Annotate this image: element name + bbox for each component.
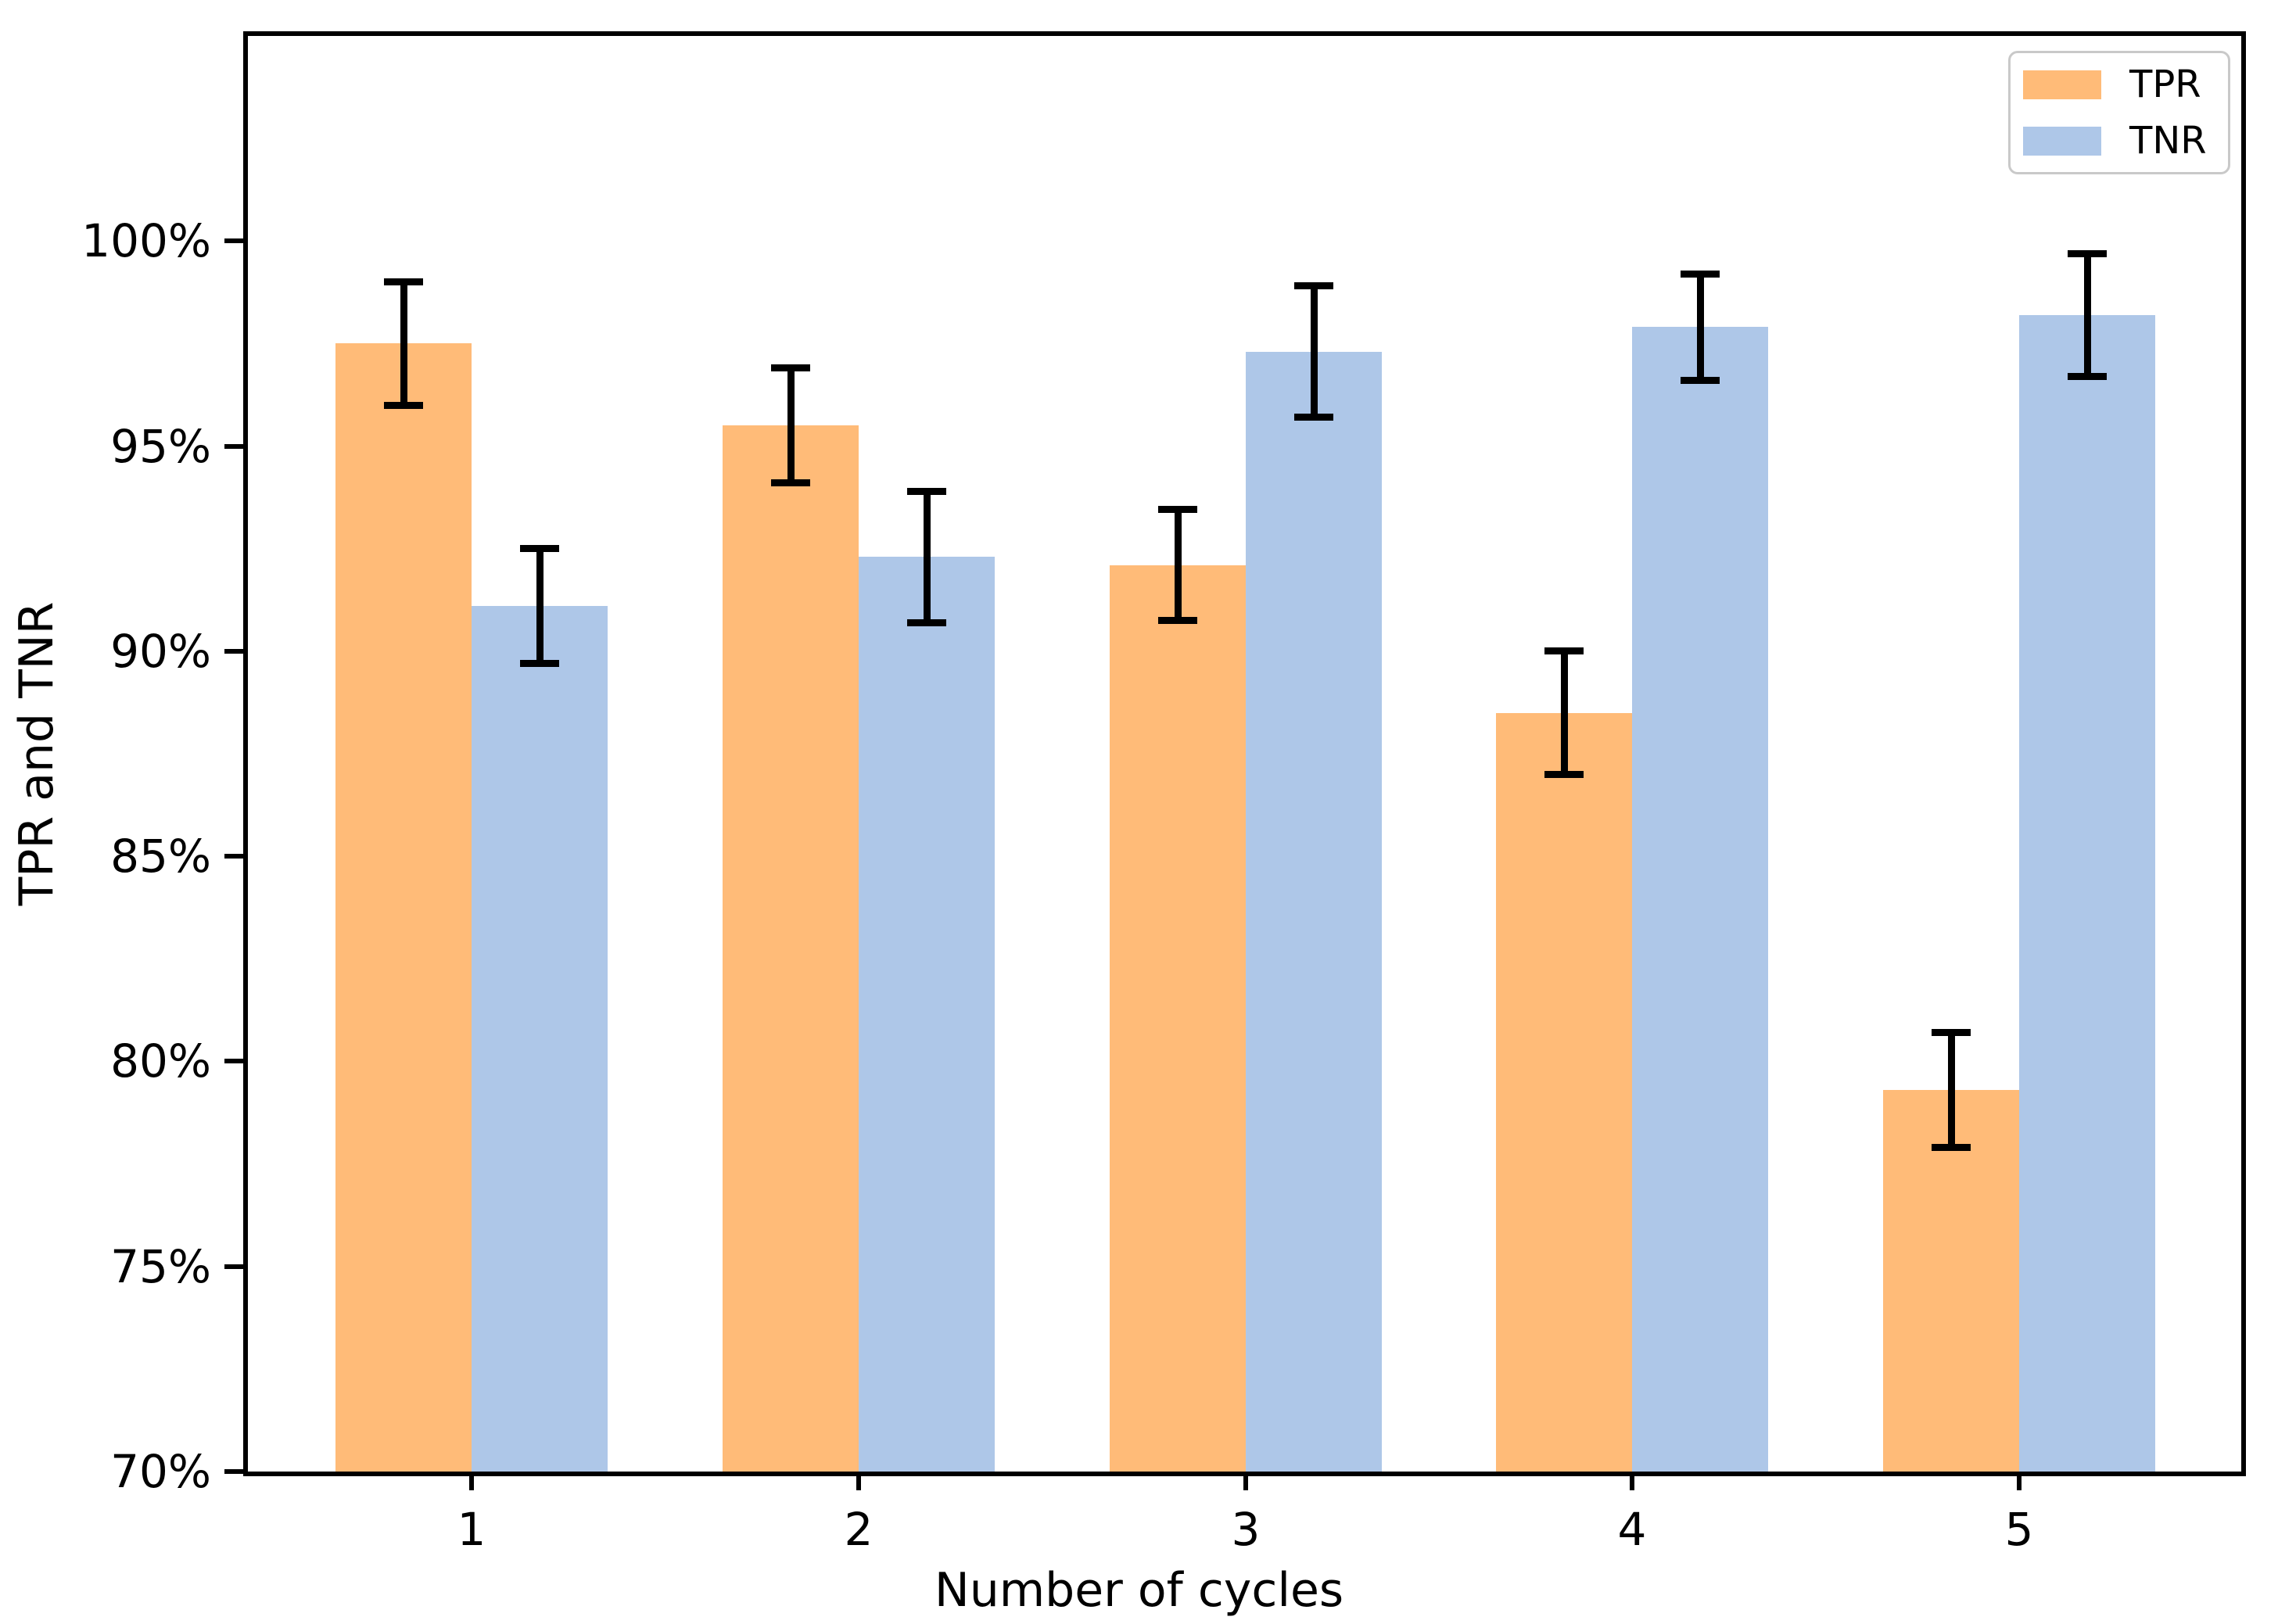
x-tick-label-3: 3 [1231, 1503, 1261, 1556]
error-bar-tnr-cycle-4-stem [1696, 274, 1704, 381]
error-bar-tpr-cycle-4-cap-bottom [1544, 770, 1584, 778]
error-bar-tpr-cycle-1-cap-top [384, 278, 423, 286]
error-bar-tnr-cycle-2-cap-bottom [907, 618, 946, 626]
error-bar-tnr-cycle-3-cap-bottom [1294, 414, 1333, 421]
error-bar-tpr-cycle-3-cap-top [1158, 506, 1197, 514]
error-bar-tnr-cycle-4-cap-bottom [1681, 377, 1720, 385]
y-tick-label-95: 95% [110, 419, 211, 473]
error-bar-tnr-cycle-3-stem [1310, 285, 1318, 418]
y-tick-95 [224, 443, 243, 449]
legend-label-tnr: TNR [2129, 119, 2207, 163]
bar-tnr-cycle-2 [859, 557, 995, 1472]
x-tick-1 [469, 1476, 474, 1490]
y-tick-label-75: 75% [110, 1239, 211, 1293]
tpr-swatch [2023, 70, 2101, 99]
error-bar-tnr-cycle-5-stem [2083, 253, 2091, 377]
error-bar-tpr-cycle-3-stem [1174, 509, 1182, 621]
bar-tnr-cycle-4 [1632, 327, 1768, 1472]
y-tick-100 [224, 238, 243, 244]
tnr-swatch [2023, 126, 2101, 156]
error-bar-tpr-cycle-3-cap-bottom [1158, 617, 1197, 624]
legend-label-tpr: TPR [2129, 63, 2201, 106]
bar-tnr-cycle-3 [1246, 351, 1382, 1472]
error-bar-tnr-cycle-3-cap-top [1294, 282, 1333, 290]
error-bar-tpr-cycle-2-cap-top [771, 364, 810, 372]
error-bar-tnr-cycle-5-cap-top [2068, 249, 2107, 257]
bar-tnr-cycle-5 [2019, 314, 2155, 1472]
y-tick-label-80: 80% [110, 1034, 211, 1088]
legend-item-tpr: TPR [2023, 65, 2215, 104]
error-bar-tpr-cycle-2-stem [787, 367, 795, 483]
error-bar-tpr-cycle-5-cap-bottom [1932, 1144, 1971, 1152]
x-tick-4 [1630, 1476, 1634, 1490]
y-tick-label-90: 90% [110, 624, 211, 678]
error-bar-tpr-cycle-4-stem [1560, 651, 1568, 775]
bar-tpr-cycle-3 [1110, 565, 1246, 1472]
bar-tpr-cycle-1 [335, 343, 472, 1472]
error-bar-tpr-cycle-1-cap-bottom [384, 401, 423, 409]
y-tick-85 [224, 854, 243, 859]
bar-tnr-cycle-1 [472, 606, 608, 1472]
error-bar-tpr-cycle-5-cap-top [1932, 1029, 1971, 1037]
error-bar-tpr-cycle-2-cap-bottom [771, 479, 810, 487]
bar-tpr-cycle-2 [723, 425, 859, 1472]
y-tick-70 [224, 1469, 243, 1474]
y-tick-label-70: 70% [110, 1445, 211, 1498]
y-tick-90 [224, 648, 243, 654]
error-bar-tnr-cycle-2-cap-top [907, 487, 946, 495]
x-tick-label-4: 4 [1617, 1503, 1647, 1556]
error-bar-tpr-cycle-1-stem [400, 281, 407, 406]
error-bar-tpr-cycle-4-cap-top [1544, 647, 1584, 655]
error-bar-tnr-cycle-2-stem [923, 491, 931, 623]
y-tick-80 [224, 1059, 243, 1064]
error-bar-tpr-cycle-5-stem [1947, 1032, 1955, 1148]
plot-area: TPR TNR 70% 75% 80% 85% 90% 95% 100% 1 2 3 4 5 [81, 31, 2246, 1556]
bar-tpr-cycle-4 [1496, 712, 1632, 1472]
y-tick-label-100: 100% [81, 214, 211, 268]
error-bar-tnr-cycle-4-cap-top [1681, 270, 1720, 278]
y-tick-75 [224, 1264, 243, 1269]
error-bar-tnr-cycle-1-cap-top [520, 545, 559, 553]
legend: TPR TNR [2008, 51, 2230, 174]
legend-item-tnr: TNR [2023, 121, 2215, 160]
x-axis-title: Number of cycles [934, 1563, 1344, 1618]
x-tick-label-1: 1 [457, 1503, 486, 1556]
x-tick-label-2: 2 [844, 1503, 874, 1556]
x-tick-5 [2017, 1476, 2022, 1490]
x-tick-3 [1243, 1476, 1248, 1490]
x-tick-label-5: 5 [2004, 1503, 2034, 1556]
x-tick-2 [856, 1476, 861, 1490]
error-bar-tnr-cycle-5-cap-bottom [2068, 372, 2107, 380]
y-tick-label-85: 85% [110, 830, 211, 884]
error-bar-tnr-cycle-1-cap-bottom [520, 660, 559, 668]
bar-tpr-cycle-5 [1883, 1090, 2019, 1472]
error-bar-tnr-cycle-1-stem [536, 548, 543, 664]
